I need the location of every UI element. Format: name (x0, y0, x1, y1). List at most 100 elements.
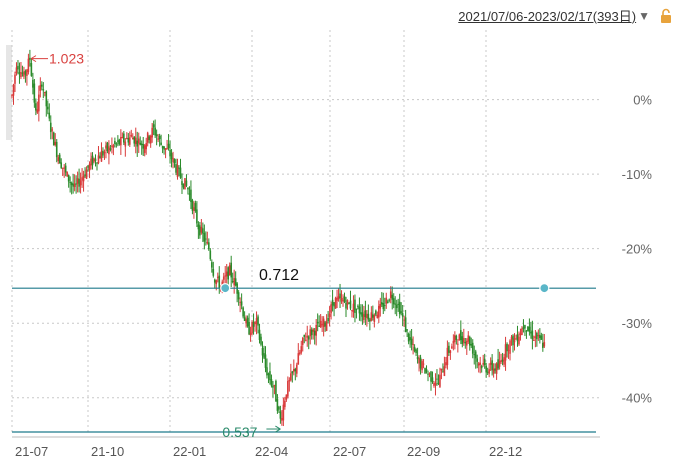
candle (211, 259, 213, 273)
unlock-icon[interactable] (658, 8, 674, 24)
candle (193, 201, 195, 219)
scrollbar[interactable] (6, 45, 12, 140)
candle (190, 180, 192, 209)
candle (378, 300, 380, 323)
candle (48, 103, 51, 122)
candle (124, 138, 127, 157)
candle (169, 140, 171, 164)
candle (166, 139, 168, 150)
candle (227, 266, 230, 287)
candle (461, 331, 464, 348)
candle (380, 292, 383, 307)
candle (202, 222, 204, 242)
candle (543, 333, 546, 349)
candle (67, 174, 70, 188)
candle (336, 289, 338, 309)
candle (345, 296, 347, 318)
candle (540, 332, 543, 340)
candle (325, 314, 328, 332)
candle (491, 354, 493, 376)
candle (152, 120, 155, 136)
candle (409, 330, 411, 348)
candle (366, 309, 368, 327)
candle (93, 157, 95, 164)
candle (24, 69, 27, 83)
candle (146, 131, 149, 147)
candle (270, 374, 273, 388)
candle (225, 263, 228, 284)
candle (158, 133, 161, 147)
mid-label: 0.712 (259, 267, 299, 284)
candle (70, 181, 73, 195)
candle (160, 134, 162, 146)
candle (527, 326, 529, 332)
candle (375, 309, 377, 317)
candle (164, 148, 167, 159)
candle (445, 357, 447, 369)
candle (507, 344, 510, 359)
candle (388, 298, 391, 303)
x-tick-label: 22-07 (333, 444, 366, 459)
candle (321, 316, 323, 332)
candle (75, 175, 77, 194)
candle (312, 327, 315, 340)
candle (434, 373, 437, 396)
y-tick-label: -20% (622, 242, 653, 257)
candle (149, 134, 152, 148)
candle (369, 317, 371, 331)
candle (324, 320, 326, 332)
candle (78, 168, 80, 193)
chevron-down-icon[interactable]: ▼ (638, 8, 650, 23)
x-tick-label: 22-01 (173, 444, 206, 459)
candle (100, 142, 103, 162)
candle (407, 332, 410, 345)
candle (157, 134, 159, 143)
candle (90, 152, 92, 170)
candle (106, 141, 109, 154)
candle (121, 132, 124, 139)
candle (14, 71, 16, 92)
candle (284, 396, 286, 410)
candle (20, 61, 22, 80)
candle (18, 62, 21, 84)
candle (251, 320, 253, 336)
candle (385, 292, 388, 309)
candle (498, 351, 501, 370)
candle (54, 133, 57, 147)
candle (27, 53, 30, 75)
candle (269, 362, 271, 385)
candle (163, 146, 165, 155)
candle (285, 394, 288, 402)
candle (528, 318, 531, 336)
candle (254, 321, 256, 332)
horizontal-lines (12, 283, 596, 433)
line-handle[interactable] (220, 283, 231, 294)
y-tick-label: -30% (622, 316, 653, 331)
x-tick-label: 21-10 (91, 444, 124, 459)
candle (196, 201, 198, 227)
candle (194, 200, 197, 213)
candle (109, 144, 112, 152)
candle (76, 171, 79, 193)
candle (506, 342, 508, 358)
candle (45, 90, 48, 117)
candle (248, 313, 250, 336)
candle (360, 304, 362, 322)
y-tick-label: 0% (633, 93, 652, 108)
candle (237, 290, 240, 306)
date-range-selector[interactable]: 2021/07/06-2023/02/17(393日) ▼ (458, 6, 674, 25)
candle (46, 100, 49, 115)
grid (11, 30, 600, 438)
candle (525, 330, 528, 339)
candle (386, 299, 389, 304)
candle (258, 323, 261, 344)
date-range-text[interactable]: 2021/07/06-2023/02/17(393日) (458, 9, 637, 24)
candle (524, 324, 526, 337)
candle (392, 293, 395, 309)
line-handle[interactable] (539, 283, 550, 294)
candle (137, 132, 140, 153)
candle (339, 283, 341, 308)
candle (41, 81, 43, 91)
candle (327, 310, 329, 324)
candle (57, 154, 60, 165)
